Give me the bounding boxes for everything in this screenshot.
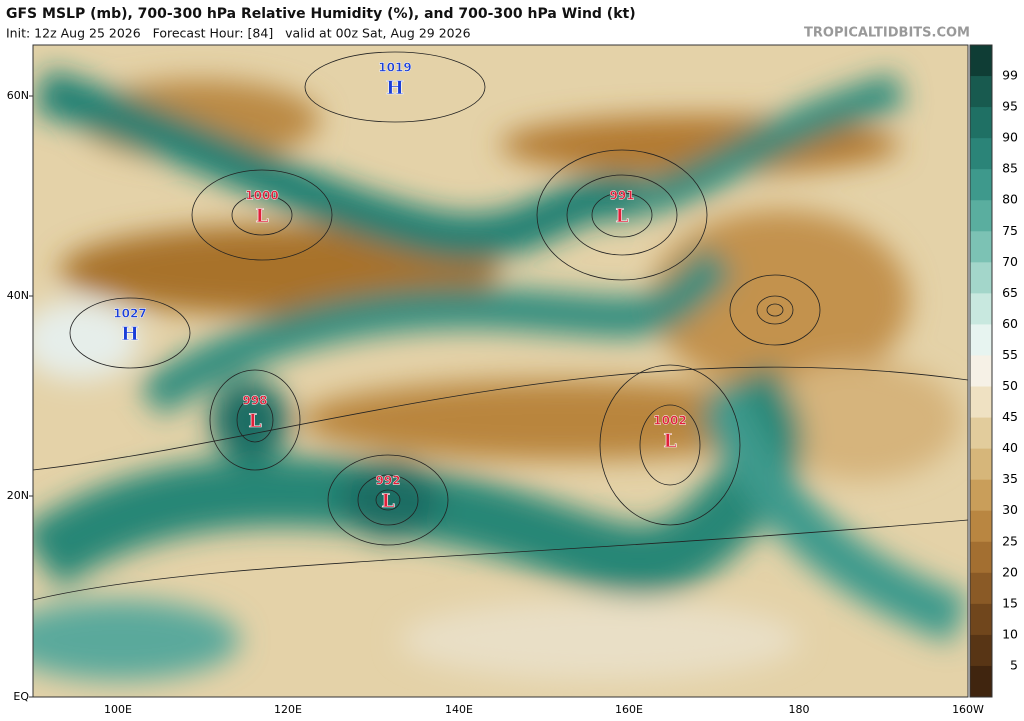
colorbar-label: 85: [1002, 161, 1018, 176]
colorbar-cell: [970, 169, 992, 201]
colorbar-label: 90: [1002, 130, 1018, 145]
colorbar-cell: [970, 45, 992, 77]
colorbar-cell: [970, 603, 992, 636]
colorbar-cell: [970, 231, 992, 263]
colorbar-label: 25: [1002, 533, 1018, 548]
colorbar-label: 5: [1010, 657, 1018, 672]
colorbar-label: 99: [1002, 68, 1018, 83]
colorbar-label: 50: [1002, 378, 1018, 393]
colorbar-cell: [970, 572, 992, 605]
center-value: 1019: [378, 61, 411, 75]
center-letter: L: [248, 410, 261, 432]
map: [33, 45, 968, 697]
subtitle: Init: 12z Aug 25 2026 Forecast Hour: [84…: [6, 26, 471, 41]
center-letter: L: [255, 205, 268, 227]
colorbar-label: 40: [1002, 440, 1018, 455]
isobars: [33, 51, 968, 601]
center-value: 998: [242, 394, 267, 408]
center-letter: H: [121, 323, 139, 345]
lat-label: EQ: [13, 690, 29, 703]
center-letter: H: [386, 77, 404, 99]
lon-label: 160W: [952, 703, 984, 716]
center-value: 1027: [113, 307, 146, 321]
colorbar-label: 10: [1002, 626, 1018, 641]
colorbar-cell: [970, 293, 992, 325]
center-value: 1002: [653, 414, 686, 428]
colorbar-cell: [970, 200, 992, 232]
lon-label: 120E: [274, 703, 302, 716]
center-letter: L: [381, 490, 394, 512]
colorbar-cell: [970, 138, 992, 170]
colorbar-frame: [969, 44, 993, 698]
colorbar-label: 15: [1002, 595, 1018, 610]
lat-label: 40N: [7, 289, 29, 302]
colorbar-cell: [970, 107, 992, 139]
colorbar-label: 60: [1002, 316, 1018, 331]
colorbar-label: 55: [1002, 347, 1018, 362]
humidity-field: [33, 68, 968, 680]
lon-label: 140E: [445, 703, 473, 716]
lon-label: 180: [789, 703, 810, 716]
lat-label: 60N: [7, 89, 29, 102]
center-value: 1000: [245, 189, 278, 203]
colorbar-cell: [970, 448, 992, 481]
map-frame: [32, 44, 969, 698]
colorbar-label: 95: [1002, 99, 1018, 114]
colorbar-cell: [970, 541, 992, 574]
colorbar-cell: [970, 479, 992, 512]
colorbar-label: 30: [1002, 502, 1018, 517]
colorbar-label: 35: [1002, 471, 1018, 486]
lon-label: 160E: [615, 703, 643, 716]
center-value: 991: [609, 189, 634, 203]
colorbar-cell: [970, 76, 992, 108]
colorbar-cell: [970, 262, 992, 294]
colorbar-cell: [970, 324, 992, 356]
colorbar-label: 20: [1002, 564, 1018, 579]
lat-label: 20N: [7, 489, 29, 502]
center-letter: L: [663, 430, 676, 452]
colorbar-cell: [970, 665, 992, 698]
colorbar-cell: [970, 355, 992, 388]
center-letter: L: [615, 205, 628, 227]
colorbar-label: 70: [1002, 254, 1018, 269]
colorbar-cell: [970, 634, 992, 667]
colorbar-label: 45: [1002, 409, 1018, 424]
colorbar-cell: [970, 417, 992, 450]
title: GFS MSLP (mb), 700-300 hPa Relative Humi…: [6, 6, 636, 22]
colorbar-label: 75: [1002, 223, 1018, 238]
colorbar-cell: [970, 510, 992, 543]
colorbar-label: 80: [1002, 192, 1018, 207]
colorbar-cell: [970, 386, 992, 419]
colorbar-label: 65: [1002, 285, 1018, 300]
center-value: 992: [375, 474, 400, 488]
brand: TROPICALTIDBITS.COM: [804, 26, 970, 41]
lon-label: 100E: [104, 703, 132, 716]
